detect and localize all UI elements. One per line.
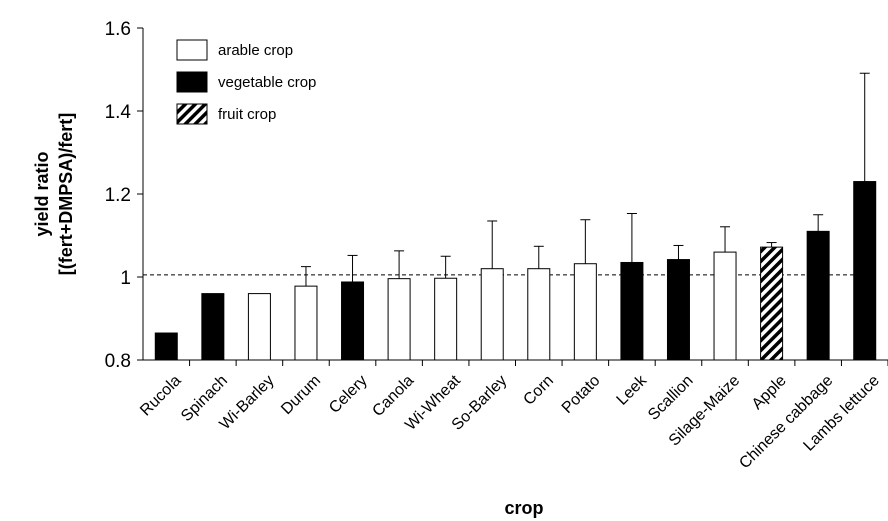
y-tick-labels: 0.8 1 1.2 1.4 1.6 <box>105 19 132 372</box>
bar-canola <box>387 278 411 361</box>
legend-label-vegetable: vegetable crop <box>218 74 316 91</box>
legend: arable crop vegetable crop fruit crop <box>176 39 316 125</box>
bar-durum <box>294 285 318 361</box>
x-category-label: Potato <box>559 372 604 417</box>
y-tick-label: 1.4 <box>105 102 132 123</box>
bar-so-barley <box>480 268 504 361</box>
y-axis-title-line-2: [(fert+DMPSA)/fert] <box>56 113 76 276</box>
x-category-label: Celery <box>326 372 371 417</box>
bar-wi-barley <box>247 293 271 361</box>
x-axis-title: crop <box>504 498 543 518</box>
bar-lambs-lettuce <box>853 181 877 361</box>
y-axis-title-line-1: yield ratio <box>32 151 52 236</box>
bar-scallion <box>666 259 690 361</box>
bar-leek <box>620 261 644 361</box>
legend-label-fruit: fruit crop <box>218 106 276 123</box>
bar-wi-wheat <box>434 277 458 361</box>
bar-silage-maize <box>713 251 737 361</box>
x-category-label: Rucola <box>137 372 184 419</box>
bar-rucola <box>154 332 178 361</box>
y-tick-label: 1 <box>120 268 131 289</box>
x-category-label: Apple <box>749 372 790 413</box>
y-tick-label: 1.2 <box>105 185 131 206</box>
bar-spinach <box>201 293 225 361</box>
legend-swatch-fruit <box>176 103 208 125</box>
y-axis <box>137 27 144 361</box>
y-tick-label: 0.8 <box>105 351 131 372</box>
y-tick-label: 1.6 <box>105 19 131 40</box>
bar-potato <box>573 263 597 361</box>
x-category-label: Leek <box>614 371 651 408</box>
error-bars-group <box>300 72 870 287</box>
legend-swatch-arable <box>176 39 208 61</box>
bars-group <box>154 181 877 361</box>
x-category-label: Durum <box>278 372 324 418</box>
bar-celery <box>341 281 365 361</box>
bar-apple <box>760 246 784 361</box>
x-axis <box>143 359 888 366</box>
bar-corn <box>527 268 551 361</box>
bar-chinese-cabbage <box>806 230 830 361</box>
x-category-label: Corn <box>520 372 557 409</box>
legend-label-arable: arable crop <box>218 42 293 59</box>
legend-swatch-vegetable <box>176 71 208 93</box>
